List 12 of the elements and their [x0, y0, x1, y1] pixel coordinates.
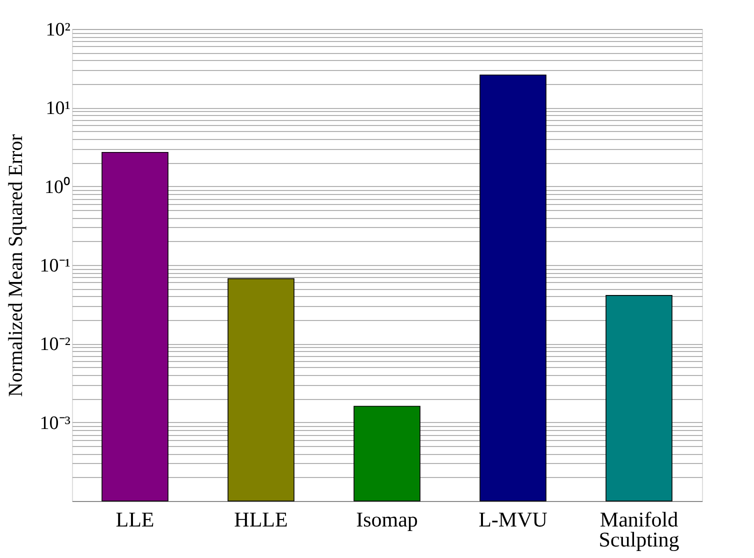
y-tick-label: 10⁻¹ — [40, 256, 71, 276]
y-axis-title: Normalized Mean Squared Error — [4, 134, 27, 397]
y-tick-label: 10⁰ — [44, 176, 70, 198]
y-tick-label: 10¹ — [46, 98, 71, 120]
x-tick-label: LLE — [116, 508, 154, 532]
y-tick-label: 10² — [46, 20, 71, 40]
x-tick-label: Manifold Sculpting — [598, 508, 680, 552]
x-tick-label: HLLE — [234, 508, 288, 532]
y-tick-label: 10⁻² — [40, 334, 71, 356]
x-tick-label: L-MVU — [478, 508, 548, 532]
x-tick-label: Isomap — [356, 508, 418, 532]
y-tick-label: 10⁻³ — [40, 412, 71, 434]
